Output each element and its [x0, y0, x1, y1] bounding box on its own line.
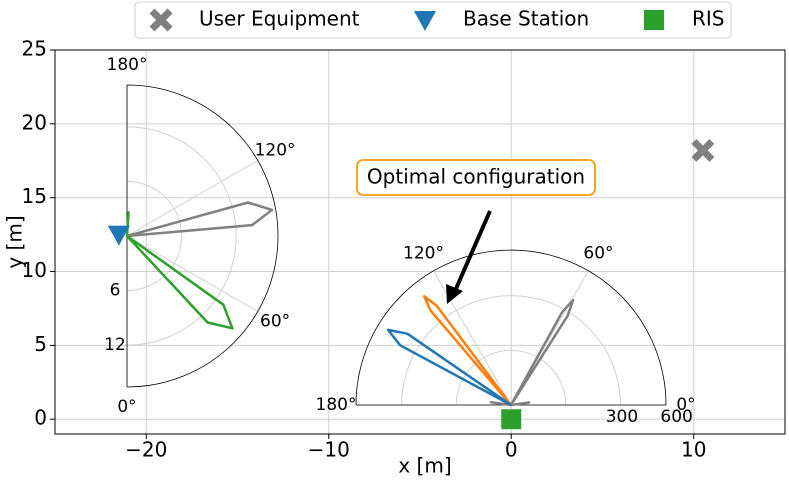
theta-tick-label: 0° [117, 397, 136, 417]
grid-line [126, 180, 182, 292]
marker [691, 138, 715, 162]
y-tick-label: 15 [22, 184, 47, 208]
x-axis-label: x [m] [398, 454, 451, 478]
theta-tick-label: 180° [316, 395, 357, 415]
y-tick-label: 0 [34, 406, 47, 430]
r-tick-label: 300 [606, 407, 638, 427]
x-tick-label: −20 [125, 438, 167, 462]
legend-label: User Equipment [199, 7, 360, 31]
legend [134, 1, 732, 39]
marker [107, 225, 130, 246]
grid-line [455, 349, 567, 406]
grid-line [433, 270, 512, 406]
x-tick-label: 0 [505, 438, 518, 462]
grid-line [126, 126, 237, 346]
y-tick-label: 25 [22, 37, 47, 61]
grid-line [126, 160, 259, 237]
pattern-line [489, 298, 575, 407]
grid-line [401, 295, 621, 406]
pattern-line [386, 328, 512, 407]
theta-tick-label: 60° [260, 312, 290, 332]
marker [501, 409, 522, 430]
annotation-arrow [453, 210, 492, 292]
x-tick-label: −10 [308, 438, 350, 462]
theta-tick-label: 180° [107, 55, 148, 75]
grid-line [126, 235, 259, 312]
legend-marker [644, 10, 664, 30]
pattern-line [126, 201, 274, 238]
theta-tick-label: 120° [255, 141, 296, 161]
plot-frame [54, 49, 786, 435]
pattern-line [125, 211, 234, 330]
y-tick-label: 20 [22, 110, 47, 134]
r-tick-label: 12 [104, 335, 126, 355]
annotation: Optimal configuration [367, 165, 585, 189]
x-tick-label: 10 [681, 438, 706, 462]
polar-frame [126, 84, 279, 388]
r-tick-label: 6 [110, 281, 121, 301]
y-tick-label: 5 [34, 332, 47, 356]
annotation-box [356, 159, 596, 196]
legend-marker [149, 8, 173, 32]
r-tick-label: 600 [660, 407, 692, 427]
legend-label: RIS [692, 7, 725, 31]
theta-tick-label: 120° [403, 243, 444, 263]
legend-marker [414, 11, 436, 31]
y-axis-label: y [m] [3, 215, 27, 268]
theta-tick-label: 60° [583, 243, 613, 263]
legend-label: Base Station [463, 7, 589, 31]
annotation-arrowhead [446, 284, 463, 304]
y-tick-label: 10 [22, 258, 47, 282]
pattern-line [422, 295, 513, 406]
theta-tick-label: 0° [676, 395, 695, 415]
